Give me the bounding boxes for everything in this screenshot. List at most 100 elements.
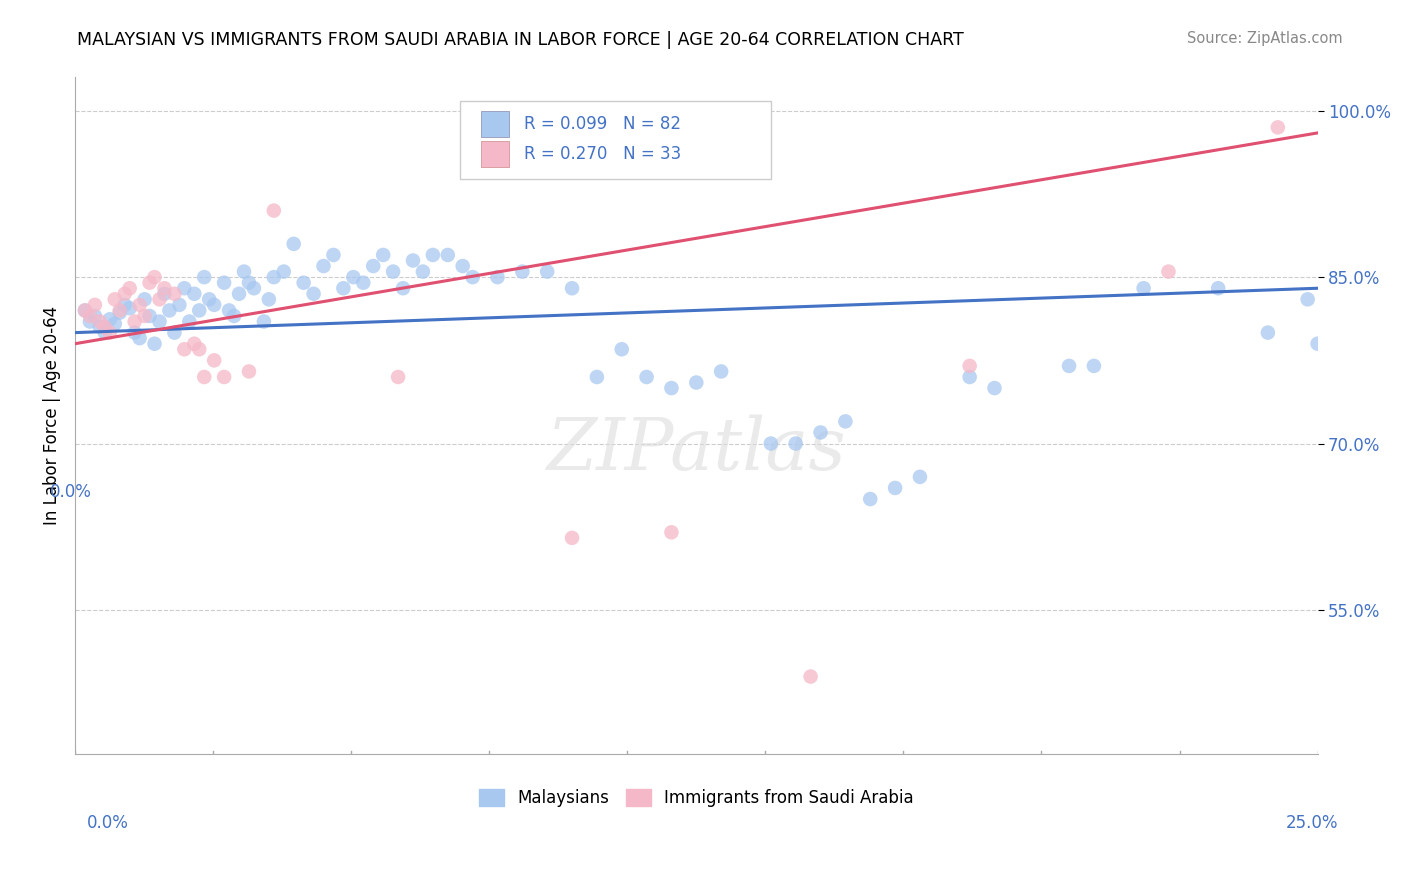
Point	[959, 370, 981, 384]
Point	[134, 309, 156, 323]
Point	[561, 281, 583, 295]
Point	[332, 281, 354, 295]
Legend: Malaysians, Immigrants from Saudi Arabia: Malaysians, Immigrants from Saudi Arabia	[472, 782, 921, 814]
Point	[163, 286, 186, 301]
Point	[257, 293, 280, 307]
FancyBboxPatch shape	[481, 112, 509, 137]
Point	[148, 293, 170, 307]
Point	[959, 359, 981, 373]
Point	[159, 303, 181, 318]
Point	[202, 353, 225, 368]
Point	[1132, 281, 1154, 295]
Point	[193, 270, 215, 285]
Point	[108, 305, 131, 319]
Point	[661, 381, 683, 395]
Point	[536, 264, 558, 278]
Point	[342, 270, 364, 285]
Point	[104, 317, 127, 331]
Point	[461, 270, 484, 285]
Point	[104, 293, 127, 307]
Point	[512, 264, 534, 278]
Text: R = 0.270   N = 33: R = 0.270 N = 33	[523, 145, 681, 163]
Point	[143, 270, 166, 285]
Point	[89, 314, 111, 328]
Point	[263, 203, 285, 218]
Point	[89, 320, 111, 334]
Point	[98, 312, 121, 326]
Point	[292, 276, 315, 290]
Point	[212, 276, 235, 290]
Point	[387, 370, 409, 384]
Point	[1296, 293, 1319, 307]
Text: ZIPatlas: ZIPatlas	[547, 415, 846, 485]
Point	[685, 376, 707, 390]
Point	[233, 264, 256, 278]
Point	[361, 259, 384, 273]
Point	[173, 281, 195, 295]
Point	[118, 281, 141, 295]
Text: 25.0%: 25.0%	[1286, 814, 1339, 831]
Point	[312, 259, 335, 273]
Point	[79, 314, 101, 328]
Point	[1267, 120, 1289, 135]
Point	[636, 370, 658, 384]
Point	[759, 436, 782, 450]
Point	[486, 270, 509, 285]
Point	[238, 276, 260, 290]
Point	[134, 293, 156, 307]
Point	[983, 381, 1005, 395]
Point	[392, 281, 415, 295]
Point	[1083, 359, 1105, 373]
Point	[153, 281, 176, 295]
Text: 0.0%: 0.0%	[87, 814, 129, 831]
Point	[884, 481, 907, 495]
Point	[212, 370, 235, 384]
Point	[302, 286, 325, 301]
Point	[128, 298, 150, 312]
Point	[238, 364, 260, 378]
Point	[148, 314, 170, 328]
Point	[785, 436, 807, 450]
Point	[108, 303, 131, 318]
Point	[73, 303, 96, 318]
Point	[243, 281, 266, 295]
Point	[1206, 281, 1229, 295]
Point	[373, 248, 395, 262]
Point	[661, 525, 683, 540]
Point	[124, 314, 146, 328]
Point	[138, 309, 160, 323]
Point	[198, 293, 221, 307]
Point	[183, 336, 205, 351]
Point	[114, 298, 136, 312]
Point	[83, 309, 105, 323]
Point	[83, 298, 105, 312]
Point	[163, 326, 186, 340]
Point	[183, 286, 205, 301]
Point	[283, 236, 305, 251]
Y-axis label: In Labor Force | Age 20-64: In Labor Force | Age 20-64	[44, 306, 60, 525]
Point	[810, 425, 832, 440]
Point	[98, 326, 121, 340]
Point	[322, 248, 344, 262]
Point	[1306, 336, 1329, 351]
Point	[79, 309, 101, 323]
Point	[1157, 264, 1180, 278]
Point	[800, 669, 823, 683]
Point	[382, 264, 405, 278]
Point	[193, 370, 215, 384]
Point	[222, 309, 245, 323]
Point	[202, 298, 225, 312]
Point	[228, 286, 250, 301]
Point	[94, 320, 117, 334]
Point	[402, 253, 425, 268]
Point	[263, 270, 285, 285]
Point	[610, 343, 633, 357]
Text: R = 0.099   N = 82: R = 0.099 N = 82	[523, 115, 681, 133]
Text: 0.0%: 0.0%	[51, 483, 91, 501]
Text: Source: ZipAtlas.com: Source: ZipAtlas.com	[1187, 31, 1343, 46]
Point	[128, 331, 150, 345]
Point	[143, 336, 166, 351]
Point	[73, 303, 96, 318]
Point	[908, 470, 931, 484]
Point	[412, 264, 434, 278]
